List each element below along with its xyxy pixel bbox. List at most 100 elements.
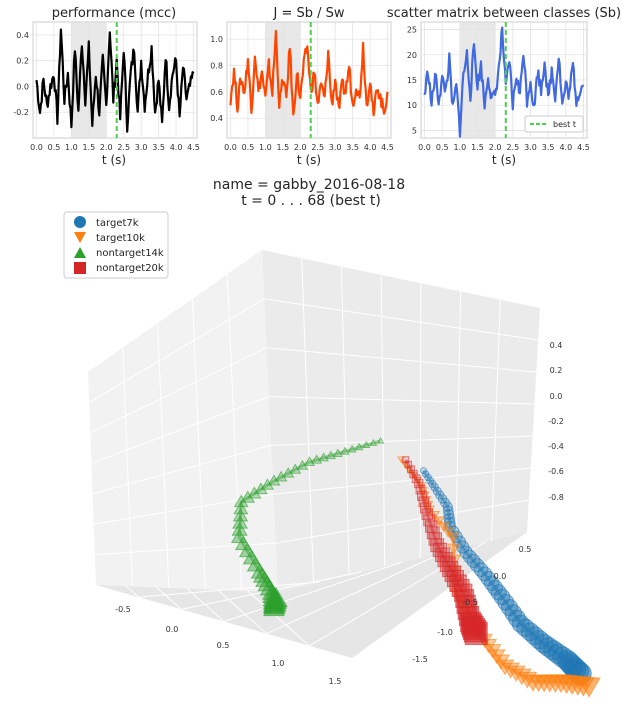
- marker-triangle-up: [274, 470, 288, 482]
- pane-grid-line: [92, 444, 272, 495]
- pane-grid-line: [226, 274, 243, 591]
- class-legend-box: [63, 211, 169, 279]
- x-tick-label: 3.5: [346, 143, 359, 152]
- panel-performance-plot: 0.0 0.5 1.0 1.5 2.0 2.5 3.0 3.5 4.0 4.5 -0.2 0.0 0.2…: [13, 22, 200, 152]
- panel-ratio-title: J = Sb / Sw: [272, 6, 344, 21]
- marker-triangle-down: [428, 510, 441, 521]
- x-tick-label: 3.0: [524, 143, 537, 152]
- marker-triangle-down: [506, 665, 526, 682]
- pane-grid-line: [490, 299, 501, 541]
- marker-square: [402, 456, 410, 464]
- marker-triangle-down: [484, 644, 502, 659]
- pane-grid-line: [91, 396, 270, 464]
- z3d-tick-label: -0.2: [548, 417, 564, 426]
- y-tick-label: 15: [407, 76, 417, 85]
- y-tick-label: 20: [407, 51, 417, 60]
- pane-grid-line: [94, 542, 276, 556]
- marker-square: [406, 465, 415, 474]
- x3d-tick-label: 0.0: [166, 625, 179, 634]
- panel-scatter-title: scatter matrix between classes (Sb): [387, 6, 621, 21]
- best-t-legend-box: [524, 115, 584, 133]
- marker-triangle-up: [233, 501, 249, 515]
- pane-grid-line: [191, 298, 206, 590]
- marker-circle: [442, 501, 453, 512]
- pane-grid-line: [247, 590, 310, 647]
- z3d-tick-label: 0.2: [550, 366, 563, 375]
- pane-grid-line: [419, 283, 422, 558]
- x-tick-label: 3.5: [542, 143, 555, 152]
- x3d-tick-label: 1.0: [272, 659, 285, 668]
- x-tick-label: 0.5: [48, 143, 61, 152]
- marker-triangle-up: [296, 459, 309, 470]
- marker-triangle-up: [311, 454, 323, 464]
- trajectory-target10k: [397, 456, 601, 698]
- legend-label-nontarget20k: nontarget20k: [96, 263, 164, 274]
- marker-triangle-up: [362, 440, 371, 449]
- x-tick-label: 4.0: [364, 143, 377, 152]
- panel-performance: performance (mcc) 0.0 0.5 1.0 1.5 2.0 2.5 3.0 3…: [13, 6, 199, 167]
- series-line: [423, 26, 585, 138]
- x-tick-label: 2.0: [294, 143, 307, 152]
- legend-marker-target7k: [74, 216, 86, 228]
- marker-triangle-down: [437, 521, 450, 533]
- marker-square: [464, 622, 488, 645]
- marker-triangle-up: [376, 437, 385, 444]
- x-tick-label: 2.5: [506, 143, 519, 152]
- marker-triangle-down: [446, 543, 461, 556]
- pane-grid-line: [380, 274, 386, 567]
- x-tick-label: 1.0: [65, 143, 78, 152]
- pane-grid-line: [275, 499, 529, 544]
- pane-grid-line: [268, 396, 535, 405]
- x-tick-label: 3.0: [135, 143, 148, 152]
- pane-grid-line: [157, 323, 170, 588]
- x-tick-label: 4.5: [381, 143, 394, 152]
- class-legend: target7k target10k nontarget14k nontarge…: [63, 211, 169, 279]
- legend-marker-nontarget20k: [74, 262, 86, 274]
- z3d-tick-label: 0.0: [550, 392, 563, 401]
- x-tick-label: 4.5: [187, 143, 200, 152]
- marker-triangle-up: [303, 456, 316, 466]
- x-tick-label: 3.5: [152, 143, 165, 152]
- y3d-tick-label: 0.5: [519, 545, 532, 554]
- marker-triangle-down: [577, 677, 601, 698]
- y-tick-label: -0.2: [13, 108, 29, 117]
- marker-square: [419, 502, 432, 514]
- marker-triangle-up: [318, 452, 329, 462]
- marker-triangle-up: [240, 490, 256, 503]
- pane-grid-line: [122, 347, 133, 587]
- marker-triangle-up: [231, 521, 248, 536]
- y3d-tick-label: -1.0: [437, 628, 453, 637]
- marker-triangle-up: [354, 442, 364, 451]
- marker-triangle-up: [369, 438, 378, 446]
- pane-grid-line: [90, 347, 267, 434]
- marker-triangle-up: [232, 508, 249, 522]
- marker-triangle-up: [340, 446, 350, 455]
- marker-triangle-up: [247, 486, 262, 499]
- z3d-tick-label: 0.4: [550, 341, 563, 350]
- y3d-tick-label: 0.0: [494, 572, 507, 581]
- legend-marker-nontarget14k: [74, 247, 86, 258]
- marker-square: [404, 460, 413, 469]
- marker-triangle-up: [254, 482, 268, 495]
- panel-ratio-plot: 0.0 0.5 1.0 1.5 2.0 2.5 3.0 3.5 4.0 4.5 0.4 0.6 0.8 1…: [210, 22, 394, 152]
- marker-triangle-up: [332, 448, 343, 457]
- x-tick-label: 2.5: [117, 143, 130, 152]
- x-tick-label: 0.5: [242, 143, 255, 152]
- pane-grid-line: [273, 467, 531, 495]
- x3d-tick-label: 1.5: [329, 677, 342, 686]
- pane-grid-line: [266, 551, 445, 635]
- series-line: [35, 28, 195, 133]
- marker-square: [409, 469, 418, 479]
- y-tick-label: 5: [412, 126, 417, 135]
- panel-scatter-plot: 0.0 0.5 1.0 1.5 2.0 2.5 3.0 3.5 4.0 4.5 5 10 15 20 25: [407, 22, 590, 152]
- marker-square: [417, 490, 428, 501]
- panel-ratio-xlabel: t (s): [297, 153, 321, 167]
- pane-grid-line: [88, 298, 265, 403]
- y3d-tick-label: -1.5: [412, 655, 428, 664]
- pane-grid-line: [271, 435, 533, 446]
- marker-triangle-down: [423, 505, 436, 516]
- marker-triangle-up: [267, 474, 281, 486]
- y-tick-label: 0.2: [16, 57, 29, 66]
- pane-grid-line: [217, 589, 267, 635]
